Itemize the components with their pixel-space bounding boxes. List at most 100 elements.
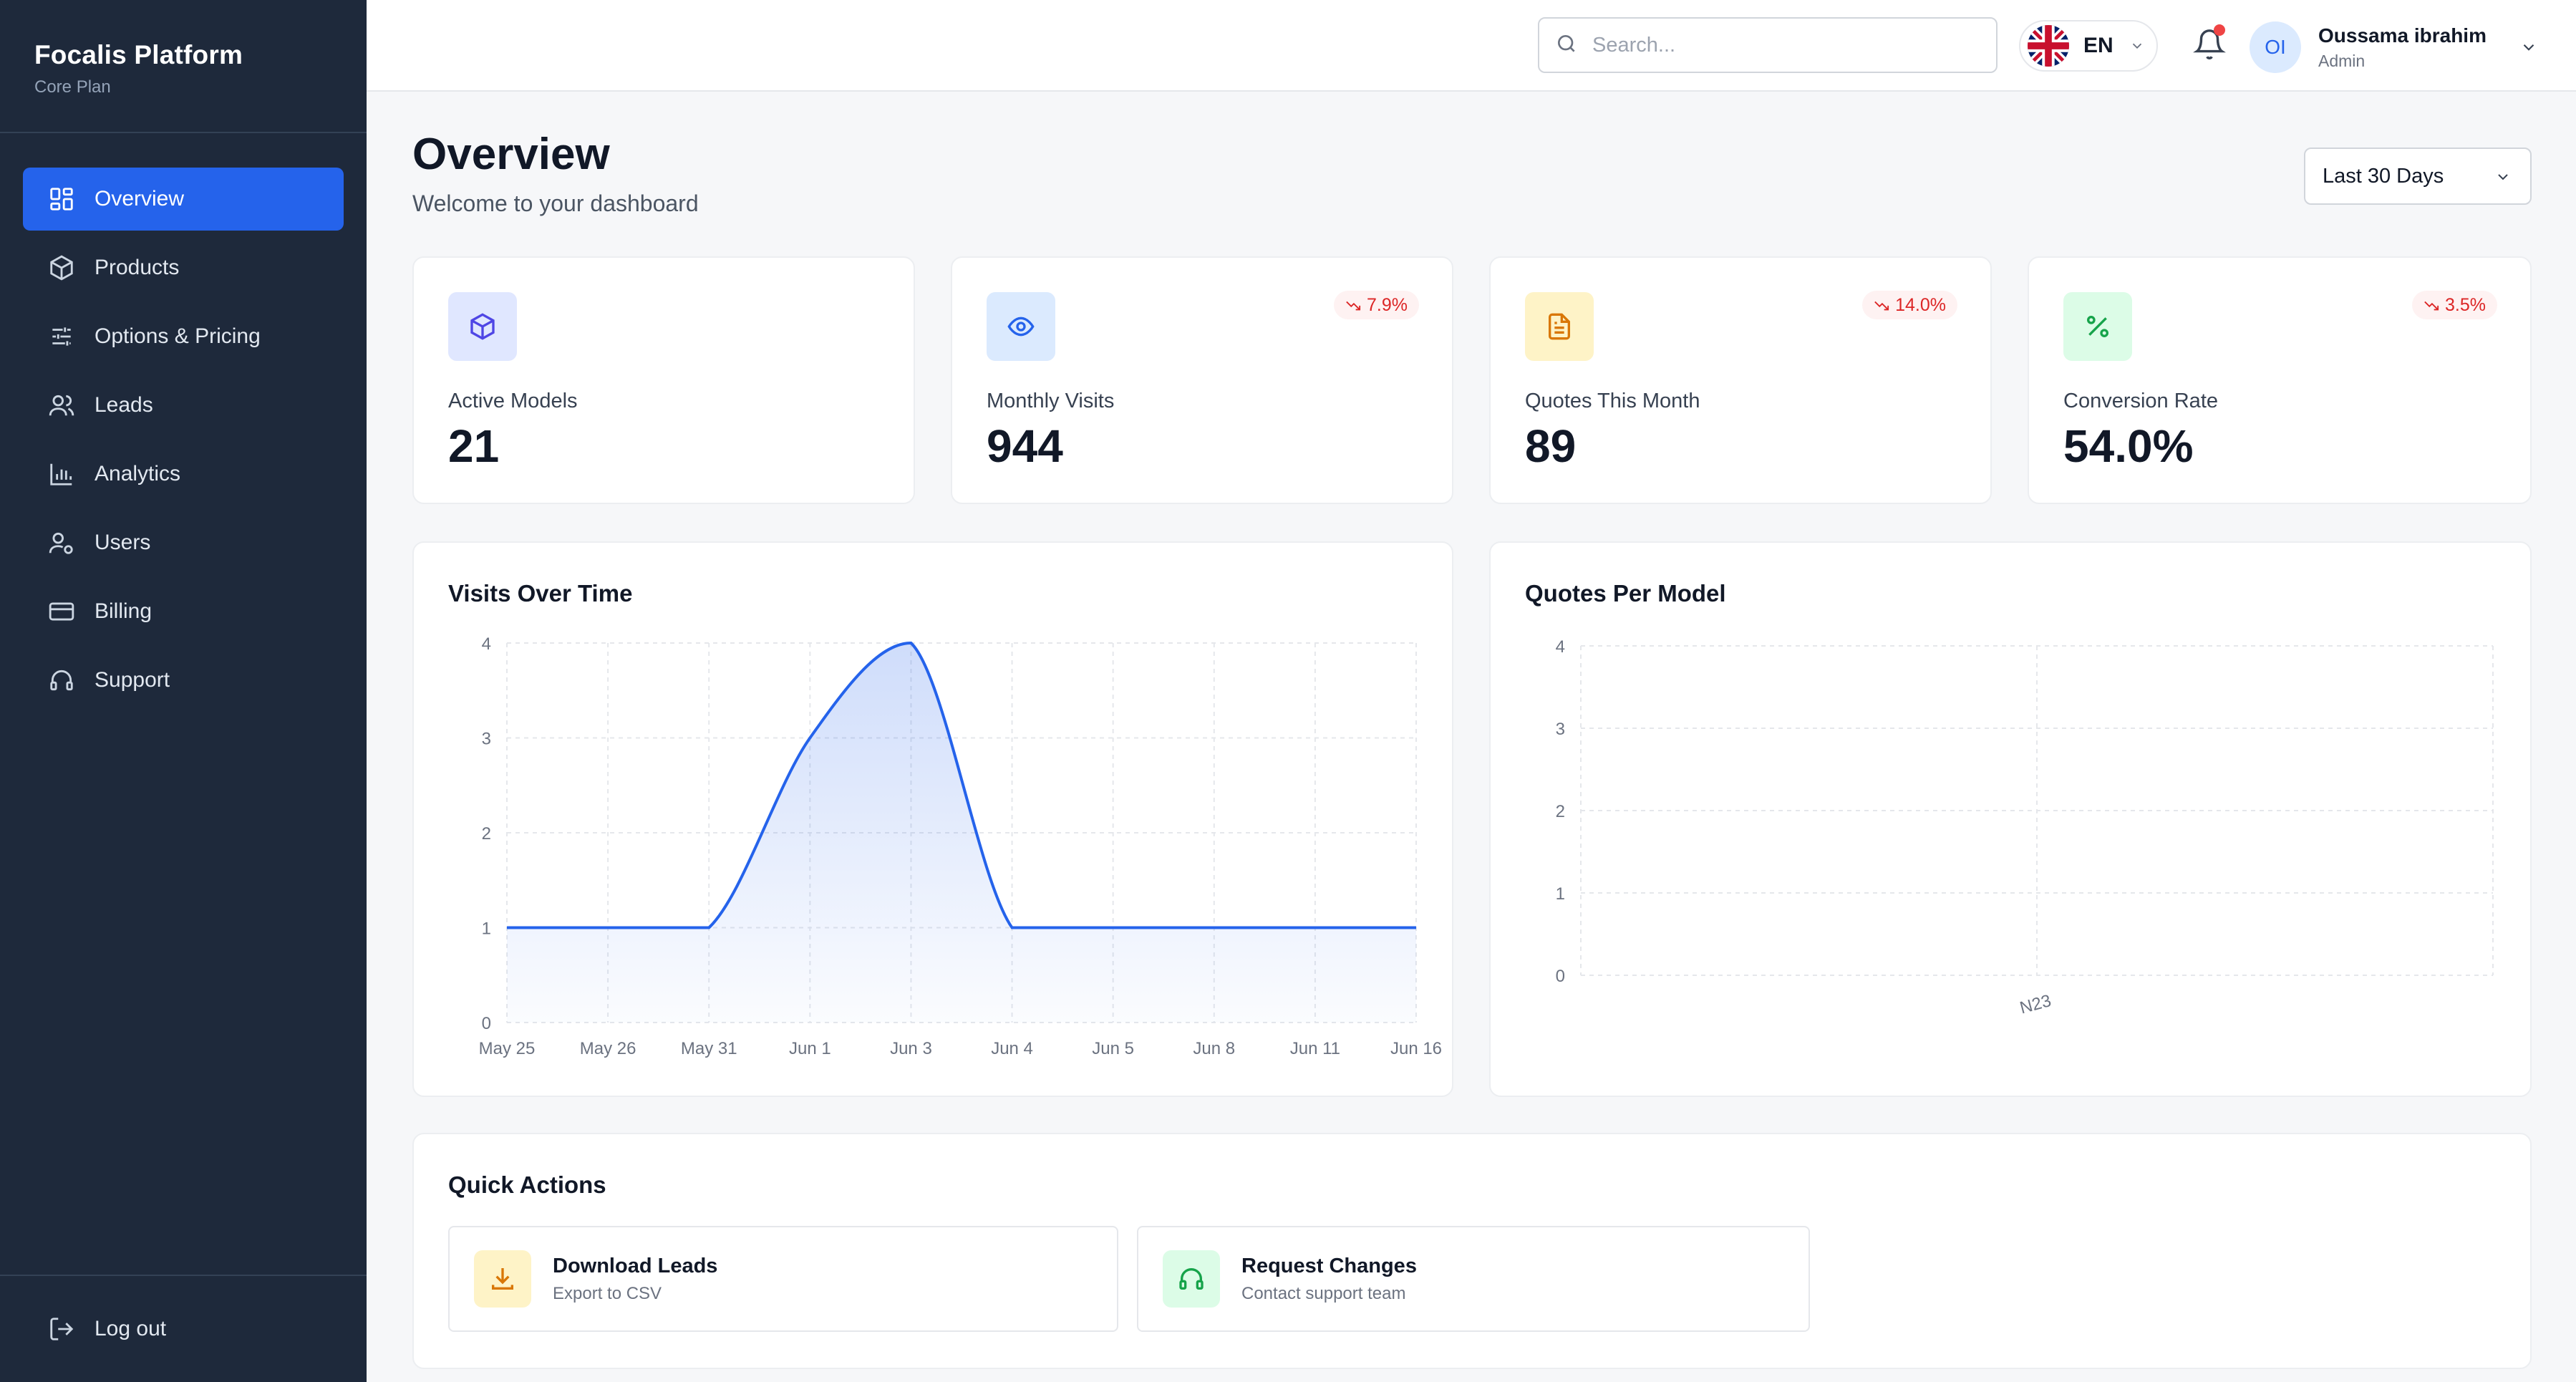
stat-label: Conversion Rate (2063, 390, 2218, 412)
download-icon (474, 1250, 531, 1308)
stat-value: 21 (448, 420, 500, 472)
y-tick-label: 0 (1556, 967, 1565, 986)
headset-icon (1163, 1250, 1220, 1308)
sidebar-item-label: Support (95, 668, 170, 692)
date-range-value: Last 30 Days (2323, 164, 2444, 188)
visits-area (507, 643, 1416, 1023)
search-input[interactable] (1592, 33, 1979, 57)
sidebar: Focalis Platform Core Plan Overview Prod… (0, 0, 367, 1382)
sidebar-item-label: Billing (95, 599, 152, 623)
logout-label: Log out (95, 1317, 167, 1340)
y-tick-label: 2 (482, 824, 491, 844)
logout-button[interactable]: Log out (23, 1298, 344, 1361)
x-tick-label: May 31 (681, 1039, 737, 1058)
sidebar-item-label: Leads (95, 393, 153, 417)
y-tick-label: 4 (482, 634, 491, 654)
qa-sub: Export to CSV (553, 1283, 662, 1303)
sidebar-item-label: Options & Pricing (95, 324, 261, 348)
user-name: Oussama ibrahim (2318, 24, 2487, 47)
sidebar-item-overview[interactable]: Overview (23, 168, 344, 231)
sidebar-item-label: Users (95, 531, 151, 554)
topbar: EN OI Oussama ibrahim Admin (367, 0, 2576, 92)
visits-chart-card: Visits Over Time 0 1 2 3 4 May 25 May 26 May 31… (412, 541, 1453, 1097)
cube-icon (448, 292, 517, 361)
trending-down-icon (1346, 301, 1361, 311)
logout-icon (47, 1315, 76, 1343)
trending-down-icon (2424, 301, 2439, 311)
request-changes-button[interactable]: Request Changes Contact support team (1137, 1226, 1810, 1332)
x-tick-label: Jun 4 (991, 1039, 1033, 1058)
eye-icon (987, 292, 1055, 361)
stat-label: Active Models (448, 390, 578, 412)
x-tick-label: Jun 16 (1390, 1039, 1442, 1058)
user-info: Oussama ibrahim Admin (2318, 24, 2487, 71)
stat-card-quotes-this-month: 14.0% Quotes This Month 89 (1489, 256, 1992, 504)
stat-card-conversion-rate: 3.5% Conversion Rate 54.0% (2028, 256, 2532, 504)
stat-label: Monthly Visits (987, 390, 1115, 412)
user-cog-icon (47, 528, 76, 557)
x-tick-label: May 26 (580, 1039, 636, 1058)
search-icon (1555, 32, 1578, 59)
user-menu[interactable]: OI Oussama ibrahim Admin (2250, 19, 2538, 76)
users-icon (47, 391, 76, 420)
sidebar-item-analytics[interactable]: Analytics (23, 443, 344, 506)
language-selector[interactable]: EN (2019, 20, 2158, 72)
document-icon (1525, 292, 1594, 361)
stat-card-monthly-visits: 7.9% Monthly Visits 944 (951, 256, 1453, 504)
trend-badge: 7.9% (1334, 291, 1419, 319)
notification-dot (2214, 24, 2225, 36)
sidebar-item-billing[interactable]: Billing (23, 580, 344, 643)
qa-label: Request Changes (1241, 1254, 1417, 1277)
stat-card-active-models: Active Models 21 (412, 256, 915, 504)
x-tick-label: Jun 1 (789, 1039, 831, 1058)
y-tick-label: 4 (1556, 637, 1565, 657)
stat-value: 944 (987, 420, 1063, 472)
qa-sub: Contact support team (1241, 1283, 1406, 1303)
sidebar-footer: Log out (0, 1275, 367, 1382)
sidebar-item-options-pricing[interactable]: Options & Pricing (23, 305, 344, 368)
chevron-down-icon (2129, 38, 2145, 54)
search-box[interactable] (1538, 17, 1998, 73)
sidebar-item-leads[interactable]: Leads (23, 374, 344, 437)
chevron-down-icon (2519, 38, 2538, 57)
user-role: Admin (2318, 51, 2366, 70)
notifications-button[interactable] (2185, 21, 2234, 70)
language-code: EN (2083, 34, 2113, 57)
dashboard-grid-icon (47, 185, 76, 213)
sidebar-item-label: Analytics (95, 462, 181, 485)
stat-value: 89 (1525, 420, 1577, 472)
download-leads-button[interactable]: Download Leads Export to CSV (448, 1226, 1118, 1332)
chart-title: Visits Over Time (448, 580, 633, 607)
trend-value: 14.0% (1895, 294, 1946, 315)
trend-value: 7.9% (1367, 294, 1408, 315)
bar-chart-icon (47, 460, 76, 488)
visits-chart: 0 1 2 3 4 May 25 May 26 May 31 Jun 1 Jun 3 Jun 4 Ju… (479, 634, 1442, 1058)
sidebar-item-support[interactable]: Support (23, 649, 344, 712)
sidebar-nav: Overview Products Options & Pricing Lead… (0, 133, 367, 712)
quick-actions-card: Quick Actions Download Leads Export to C… (412, 1133, 2532, 1369)
page-subtitle: Welcome to your dashboard (412, 190, 699, 216)
x-tick-label: Jun 8 (1193, 1039, 1235, 1058)
y-tick-label: 1 (1556, 884, 1565, 904)
sidebar-item-label: Overview (95, 187, 185, 211)
stat-label: Quotes This Month (1525, 390, 1700, 412)
stat-value: 54.0% (2063, 420, 2194, 472)
x-tick-label: May 25 (479, 1039, 536, 1058)
x-tick-label: Jun 11 (1290, 1039, 1340, 1058)
y-tick-label: 1 (482, 919, 491, 939)
qa-label: Download Leads (553, 1254, 718, 1277)
x-tick-label: Jun 5 (1092, 1039, 1134, 1058)
sidebar-item-users[interactable]: Users (23, 511, 344, 574)
y-tick-label: 3 (1556, 720, 1565, 739)
percent-icon (2063, 292, 2132, 361)
sidebar-item-products[interactable]: Products (23, 236, 344, 299)
bell-icon (2193, 28, 2226, 64)
headset-icon (47, 666, 76, 695)
qa-text: Request Changes Contact support team (1241, 1255, 1417, 1304)
y-tick-label: 3 (482, 730, 491, 749)
brand-plan: Core Plan (34, 77, 111, 97)
quick-actions-title: Quick Actions (448, 1171, 606, 1198)
date-range-select[interactable]: Last 30 Days (2304, 148, 2532, 205)
brand: Focalis Platform Core Plan (0, 0, 367, 133)
page-title: Overview (412, 130, 610, 179)
